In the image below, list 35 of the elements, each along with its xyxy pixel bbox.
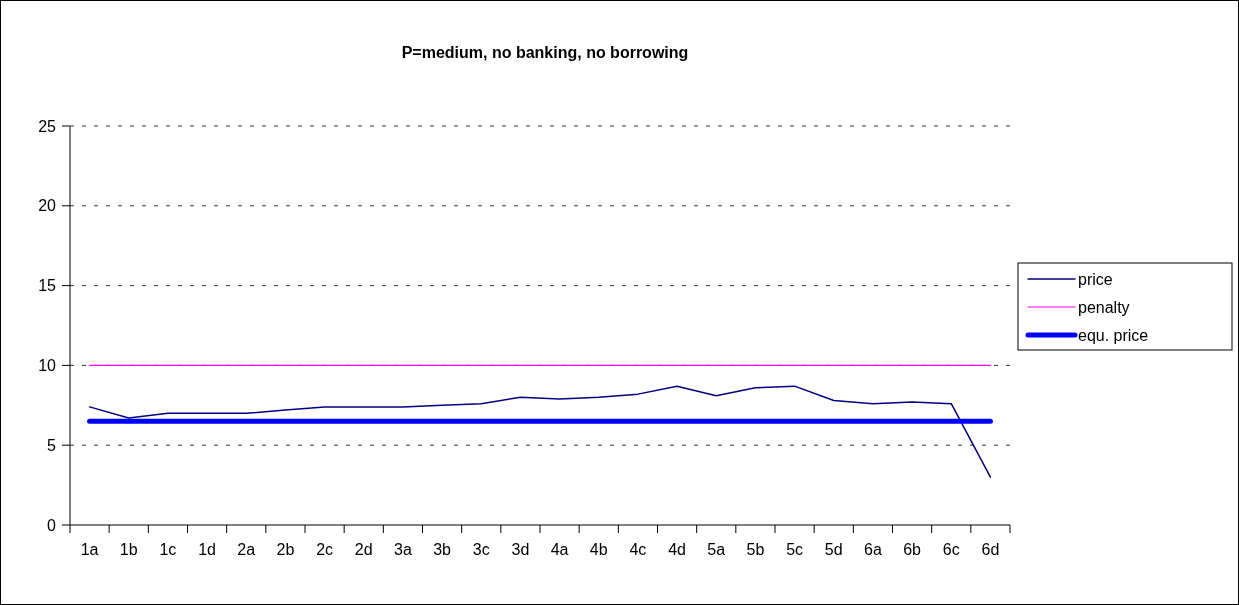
x-tick-label: 6d xyxy=(981,541,1000,558)
x-tick-label: 5d xyxy=(824,541,843,558)
x-tick-label: 6b xyxy=(903,541,922,558)
legend-label: price xyxy=(1078,270,1113,288)
x-tick-label: 1b xyxy=(119,541,138,558)
x-tick-label: 1c xyxy=(159,541,177,558)
x-tick-label: 2a xyxy=(237,541,256,558)
x-tick-label: 2b xyxy=(276,541,295,558)
x-tick-label: 3a xyxy=(394,541,412,558)
x-tick-label: 1a xyxy=(80,541,99,558)
line-series xyxy=(88,385,992,478)
x-tick-label: 5c xyxy=(786,541,804,558)
x-tick-label: 5b xyxy=(746,541,765,558)
x-tick-label: 4a xyxy=(550,541,569,558)
x-tick-label: 2c xyxy=(316,541,334,558)
x-tick-label: 4c xyxy=(629,541,647,558)
y-tick-label: 25 xyxy=(38,117,57,135)
x-tick-label: 3b xyxy=(433,541,452,558)
x-tick-label: 6c xyxy=(942,541,960,558)
x-tick-label: 6a xyxy=(864,541,882,558)
y-tick-label: 15 xyxy=(38,277,57,295)
x-tick-label: 3c xyxy=(472,541,490,558)
legend-label: equ. price xyxy=(1078,326,1149,344)
x-tick-label: 3d xyxy=(511,541,530,558)
y-tick-label: 10 xyxy=(38,357,57,374)
legend-label: penalty xyxy=(1078,298,1130,316)
x-tick-label: 4b xyxy=(589,541,608,558)
x-tick-label: 2d xyxy=(354,541,373,558)
x-tick-label: 5a xyxy=(707,541,726,558)
x-tick-label: 4d xyxy=(668,541,686,558)
chart-title: P=medium, no banking, no borrowing xyxy=(401,44,689,61)
y-tick-label: 20 xyxy=(38,197,57,215)
y-tick-label: 5 xyxy=(47,436,57,454)
y-tick-label: 0 xyxy=(47,516,57,534)
x-tick-label: 1d xyxy=(198,541,216,558)
